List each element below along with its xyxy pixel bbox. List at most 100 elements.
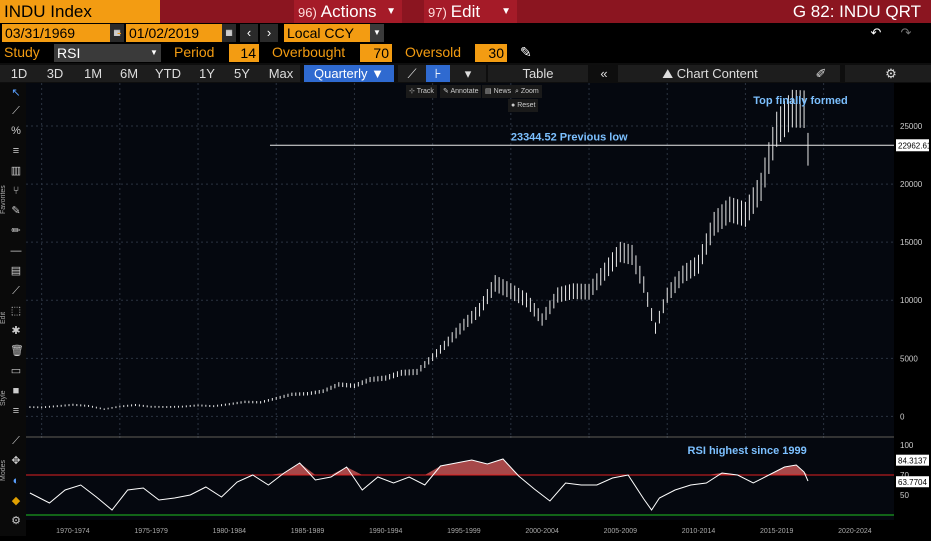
trash-icon[interactable]: 🗑 bbox=[10, 345, 24, 357]
last-price-label: 22962.61 bbox=[898, 141, 931, 150]
currency-select[interactable]: Local CCY bbox=[284, 24, 370, 42]
x-tick-label: 1980-1984 bbox=[213, 528, 247, 535]
chevron-down-icon[interactable]: ▼ bbox=[147, 44, 161, 62]
annotate-tool[interactable]: ✎ Annotate bbox=[440, 85, 482, 98]
header-bar: INDU Index 96) Actions ▼ 97) Edit ▼ G 82: IN… bbox=[0, 0, 931, 23]
period-label: Period bbox=[174, 44, 215, 60]
zoom-tool[interactable]: ⌕ Zoom bbox=[512, 85, 542, 98]
period-1d-button[interactable]: 1D bbox=[10, 66, 28, 81]
cursor-icon[interactable]: ↖ bbox=[11, 87, 21, 99]
compare-icon[interactable]: ◐ bbox=[12, 475, 20, 487]
start-date-field[interactable]: 03/31/1969 bbox=[2, 24, 110, 42]
magic-icon[interactable]: ✱ bbox=[11, 325, 21, 337]
ruler-icon[interactable]: ▤ bbox=[10, 265, 22, 277]
undo-icon[interactable]: ↶ bbox=[866, 24, 886, 42]
rsi-current-bg bbox=[896, 476, 929, 488]
zoom-label: Zoom bbox=[520, 88, 539, 95]
date-range-row: 03/31/1969 ▦ - 01/02/2019 ▦ ‹ › Local CC… bbox=[0, 23, 931, 43]
chart-content-bg bbox=[618, 65, 840, 82]
x-tick-label: 2020-2024 bbox=[838, 528, 872, 535]
period-field[interactable]: 14 bbox=[229, 44, 259, 62]
gear-icon[interactable]: ⚙ bbox=[885, 66, 897, 81]
rsi-tick-label: 100 bbox=[900, 441, 914, 450]
percent-tool-icon[interactable]: % bbox=[11, 125, 21, 137]
chevron-down-icon: ▼ bbox=[501, 6, 511, 17]
oversold-field[interactable]: 30 bbox=[475, 44, 507, 62]
fib-tool-icon[interactable]: ≡ bbox=[12, 145, 20, 157]
bar-chart-icon[interactable]: ⊦ bbox=[426, 65, 450, 82]
redo-icon[interactable]: ↷ bbox=[896, 24, 916, 42]
brush-icon[interactable]: ✎ bbox=[11, 205, 21, 217]
oversold-label: Oversold bbox=[405, 44, 462, 60]
x-tick-label: 1985-1989 bbox=[291, 528, 325, 535]
calendar-icon[interactable]: ▦ bbox=[110, 24, 124, 42]
period-1y-button[interactable]: 1Y bbox=[199, 66, 215, 81]
toolbar: 1D 3D 1M 6M YTD 1Y 5Y Max Quarterly ▼ ⟋ … bbox=[0, 63, 931, 83]
actions-label: Actions bbox=[320, 2, 377, 21]
select-tool-icon[interactable]: ⬚ bbox=[10, 305, 22, 317]
layers-icon[interactable]: ◆ bbox=[11, 495, 21, 507]
overbought-label: Overbought bbox=[272, 44, 346, 60]
period-6m-button[interactable]: 6M bbox=[119, 66, 139, 81]
edit-chart-icon[interactable]: ✐ bbox=[815, 66, 827, 81]
chevron-down-icon: ▼ bbox=[386, 6, 396, 17]
table-button[interactable]: Table bbox=[522, 66, 554, 81]
period-ytd-button[interactable]: YTD bbox=[155, 66, 181, 81]
edit-menu[interactable]: 97) Edit ▼ bbox=[424, 0, 517, 23]
modes-label: Modes bbox=[0, 459, 7, 481]
reset-label: Reset bbox=[517, 102, 536, 109]
rsi-upper-bg bbox=[896, 454, 929, 466]
chevron-down-icon[interactable]: ▼ bbox=[370, 24, 384, 42]
text-tool-icon[interactable]: ▭ bbox=[10, 365, 22, 377]
chevron-down-icon[interactable]: ▾ bbox=[464, 66, 472, 81]
window-title: G 82: INDU QRT bbox=[792, 2, 921, 21]
chart-content-button[interactable]: ⛰ Chart Content bbox=[662, 66, 758, 81]
eraser-icon[interactable]: ⟋ bbox=[12, 435, 20, 447]
favorites-label: Favorites bbox=[0, 185, 7, 215]
last-price-bg bbox=[896, 139, 929, 152]
period-5y-button[interactable]: 5Y bbox=[234, 66, 250, 81]
annotate-label: Annotate bbox=[450, 88, 479, 95]
pen-icon[interactable]: ✏ bbox=[11, 225, 21, 237]
pitchfork-icon[interactable]: ⑂ bbox=[12, 185, 20, 197]
width-icon[interactable]: ≡ bbox=[12, 405, 20, 417]
calendar-icon[interactable]: ▦ bbox=[222, 24, 236, 42]
chart-svg: 0 5000 10000 15000 20000 25000 1970-1974 1975-1… bbox=[26, 83, 931, 535]
pencil-icon[interactable]: ✎ bbox=[520, 44, 532, 60]
x-tick-label: 1990-1994 bbox=[369, 528, 403, 535]
channel-tool-icon[interactable]: ▥ bbox=[10, 165, 22, 177]
edit-number: 97) bbox=[428, 5, 447, 20]
overbought-field[interactable]: 70 bbox=[360, 44, 392, 62]
actions-menu[interactable]: 96) Actions ▼ bbox=[294, 0, 402, 23]
collapse-icon[interactable]: « bbox=[600, 66, 608, 81]
actions-number: 96) bbox=[298, 5, 317, 20]
track-label: Track bbox=[416, 88, 434, 95]
chart-area[interactable]: 0 5000 10000 15000 20000 25000 1970-1974 1975-1… bbox=[26, 83, 931, 536]
study-select[interactable]: RSI bbox=[54, 44, 147, 62]
study-label: Study bbox=[4, 44, 40, 60]
fill-icon[interactable]: ■ bbox=[12, 385, 20, 397]
track-tool[interactable]: ⊹ Track bbox=[406, 85, 437, 98]
move-icon[interactable]: ✥ bbox=[11, 455, 21, 467]
end-date-field[interactable]: 01/02/2019 bbox=[126, 24, 222, 42]
trend-icon[interactable]: ⟋ bbox=[12, 285, 20, 297]
prev-arrow-button[interactable]: ‹ bbox=[240, 24, 258, 42]
reset-tool[interactable]: ● Reset bbox=[508, 99, 539, 112]
line-tool-icon[interactable]: ⟋ bbox=[12, 105, 20, 117]
ticker-field[interactable]: INDU Index bbox=[0, 0, 160, 23]
hline-icon[interactable]: — bbox=[10, 245, 22, 257]
x-tick-label: 2010-2014 bbox=[682, 528, 716, 535]
news-tool[interactable]: ▤ News bbox=[482, 85, 515, 98]
rsi-annotation: RSI highest since 1999 bbox=[688, 445, 807, 457]
gear-icon[interactable]: ⚙ bbox=[11, 515, 21, 527]
top-annotation: Top finally formed bbox=[753, 95, 848, 107]
table-button-bg bbox=[488, 65, 588, 82]
period-3d-button[interactable]: 3D bbox=[46, 66, 64, 81]
period-1m-button[interactable]: 1M bbox=[83, 66, 103, 81]
price-tick-label: 5000 bbox=[900, 354, 918, 363]
frequency-select[interactable]: Quarterly ▼ bbox=[304, 65, 394, 82]
next-arrow-button[interactable]: › bbox=[260, 24, 278, 42]
period-max-button[interactable]: Max bbox=[268, 66, 294, 81]
price-panel-bg bbox=[26, 83, 894, 436]
line-chart-icon[interactable]: ⟋ bbox=[407, 66, 417, 81]
